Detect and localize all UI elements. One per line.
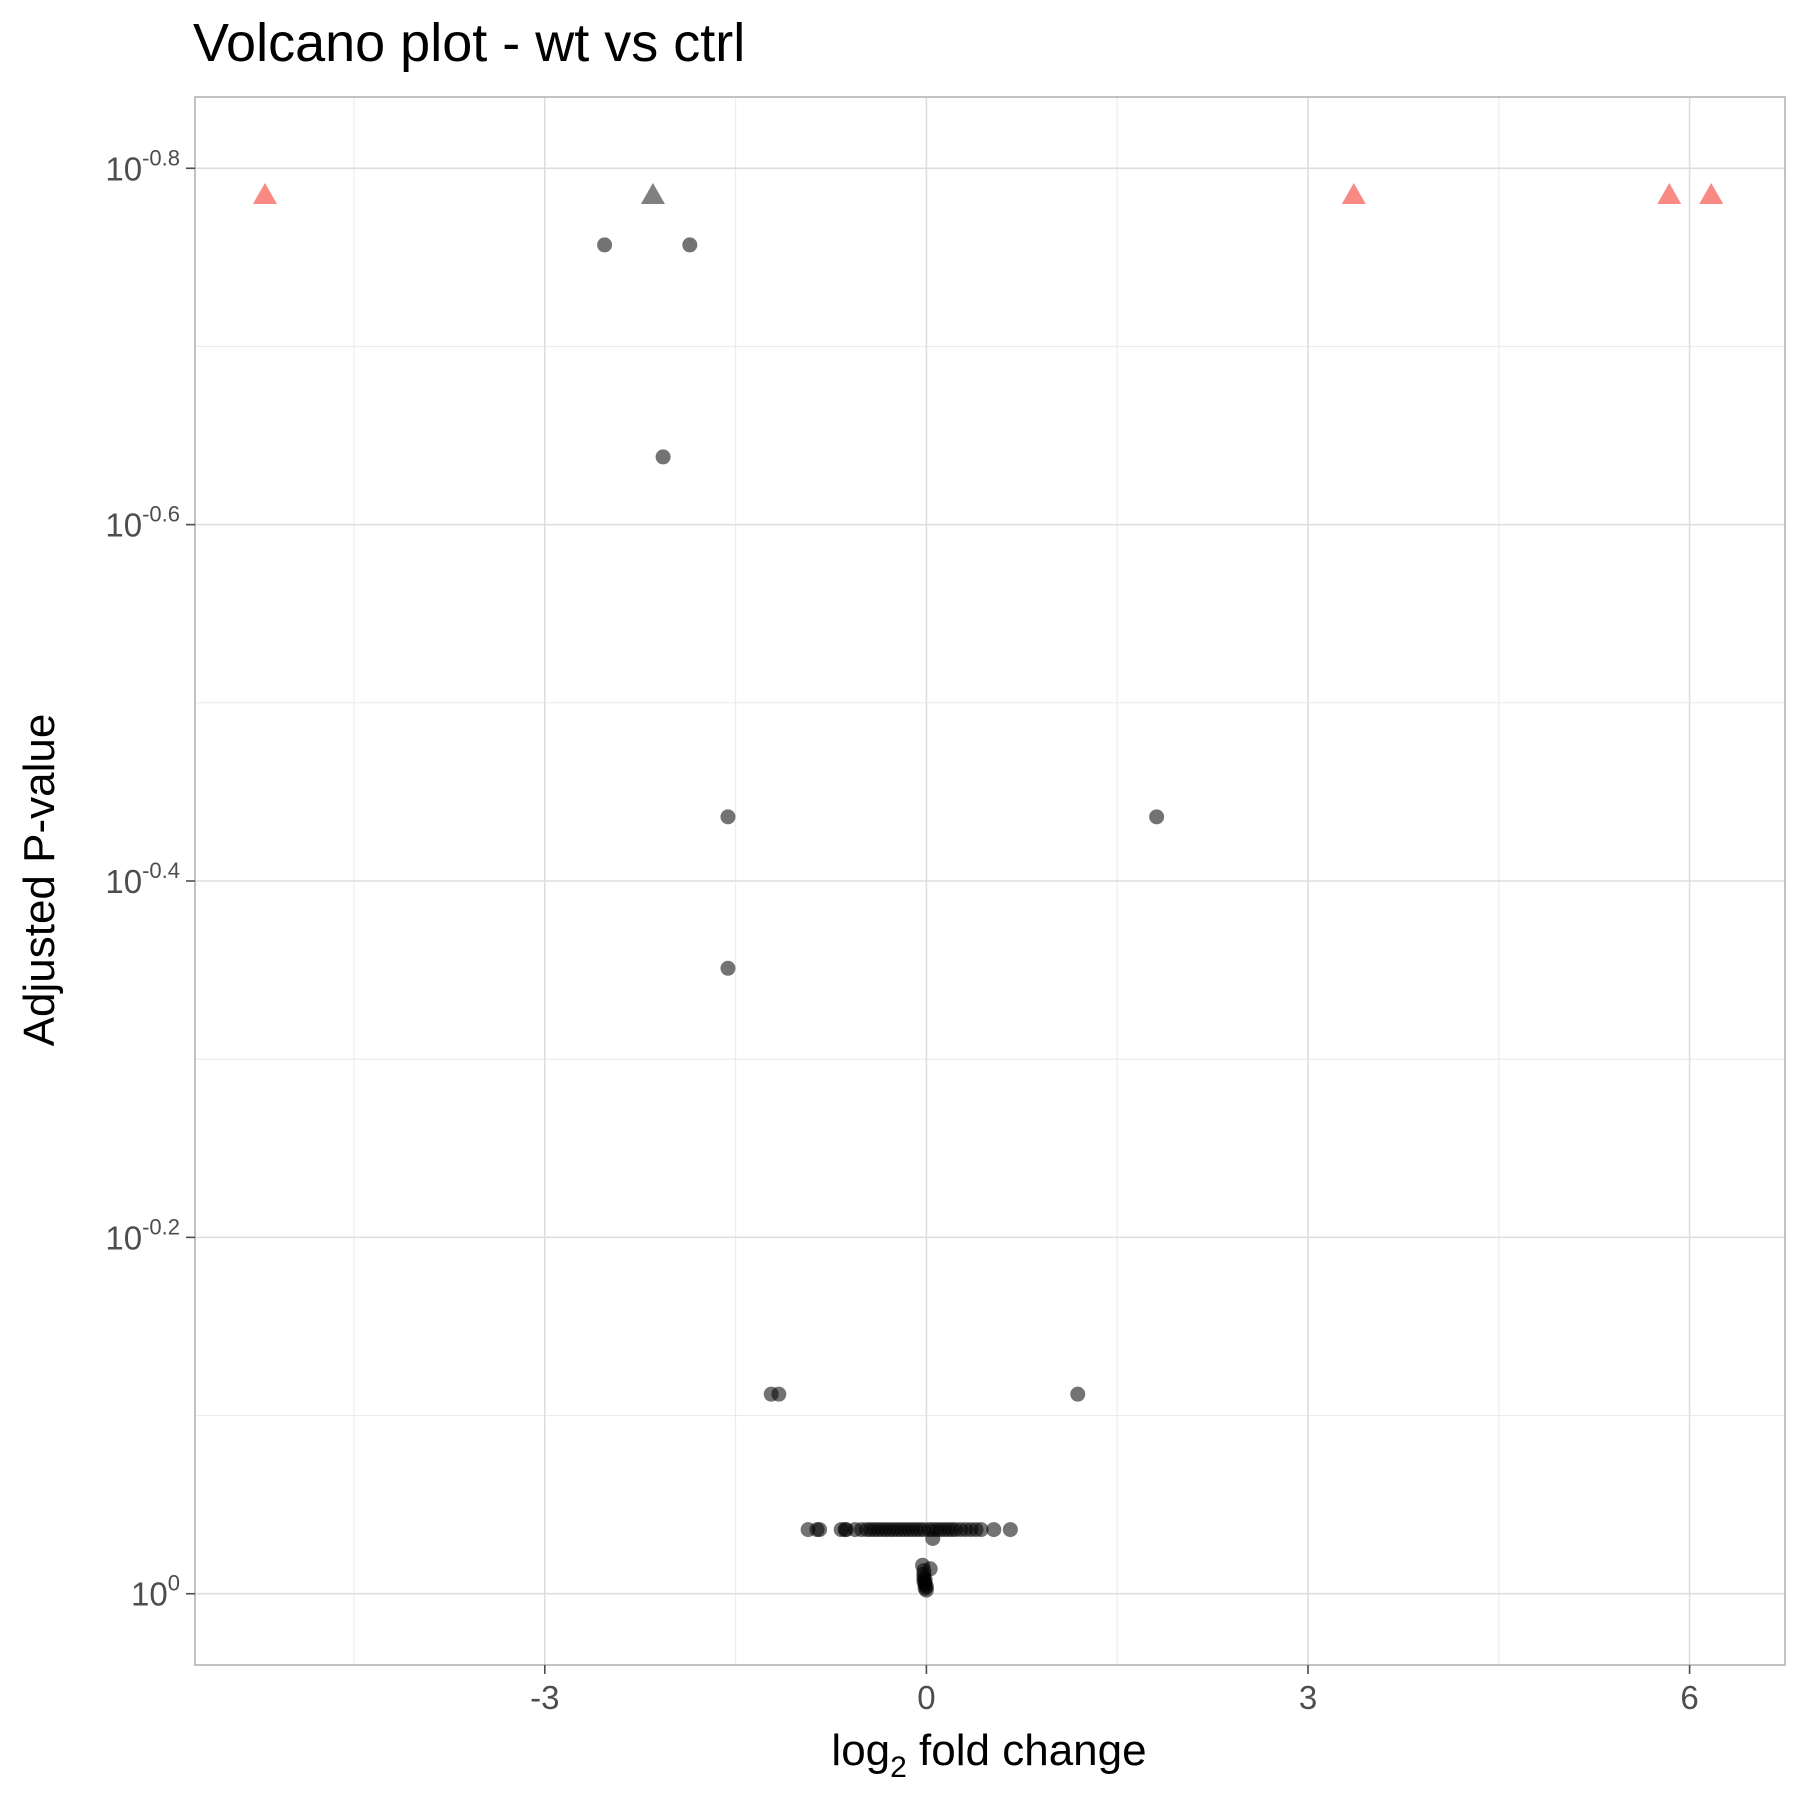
x-axis: -3 0 3 6 [530,1665,1699,1716]
data-point-1 [640,183,665,204]
data-point-9 [1149,809,1165,825]
data-point-16 [812,1522,828,1538]
data-point-5 [597,237,613,253]
x-tick-label-3: 6 [1680,1679,1698,1716]
data-point-53 [925,1530,941,1546]
x-axis-title: log2 fold change [831,1726,1146,1784]
y-tick-label-2: 10-0.4 [105,858,180,900]
y-axis-title: Adjusted P-value [15,714,64,1047]
chart-title: Volcano plot - wt vs ctrl [193,13,745,73]
data-point-8 [720,809,736,825]
data-point-50 [973,1522,989,1538]
data-point-65 [918,1582,934,1598]
x-axis-title-prefix: log [831,1726,890,1775]
data-point-6 [682,237,698,253]
x-tick-label-2: 3 [1299,1679,1317,1716]
data-point-12 [771,1386,787,1402]
data-point-10 [720,960,736,976]
y-axis: 10-0.8 10-0.6 10-0.4 10-0.2 100 [105,145,195,1613]
data-point-52 [1002,1522,1018,1538]
data-point-51 [986,1522,1002,1538]
data-point-4 [1699,183,1724,204]
y-tick-label-3: 10-0.2 [105,1214,180,1256]
y-tick-label-0: 10-0.8 [105,145,180,187]
x-axis-title-subscript: 2 [890,1751,907,1784]
data-point-7 [655,449,671,465]
y-tick-label-1: 10-0.6 [105,502,180,544]
x-tick-label-1: 0 [917,1679,935,1716]
data-point-13 [1070,1386,1086,1402]
x-axis-title-suffix: fold change [907,1726,1147,1775]
grid [195,97,1785,1665]
y-tick-label-4: 100 [131,1571,180,1613]
data-points [252,183,1724,1598]
x-tick-label-0: -3 [530,1679,559,1716]
data-point-0 [252,183,277,204]
data-point-2 [1341,183,1366,204]
data-point-3 [1657,183,1682,204]
